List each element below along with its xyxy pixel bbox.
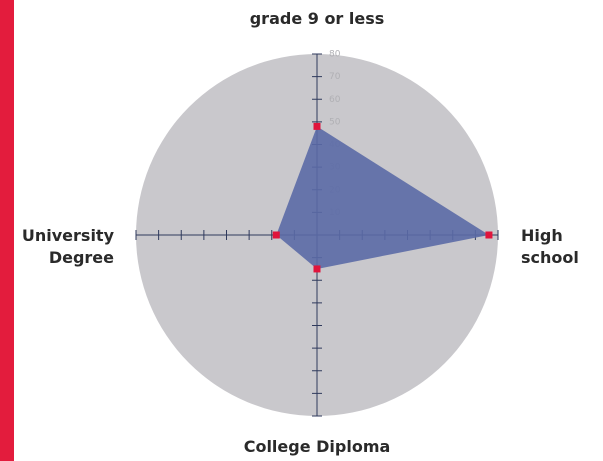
marker (313, 122, 321, 130)
category-label: High school (521, 226, 579, 267)
category-label: College Diploma (243, 437, 391, 456)
category-label: University Degree (21, 226, 114, 267)
marker (313, 265, 321, 273)
tick-label: 70 (329, 72, 341, 82)
radar-area (276, 126, 489, 269)
tick-label: 60 (329, 95, 341, 105)
marker (272, 231, 280, 239)
marker (485, 231, 493, 239)
tick-label: 50 (329, 117, 341, 127)
category-label: grade 9 or less (249, 9, 385, 28)
tick-label: 80 (329, 50, 341, 60)
accent-bar (0, 0, 14, 461)
